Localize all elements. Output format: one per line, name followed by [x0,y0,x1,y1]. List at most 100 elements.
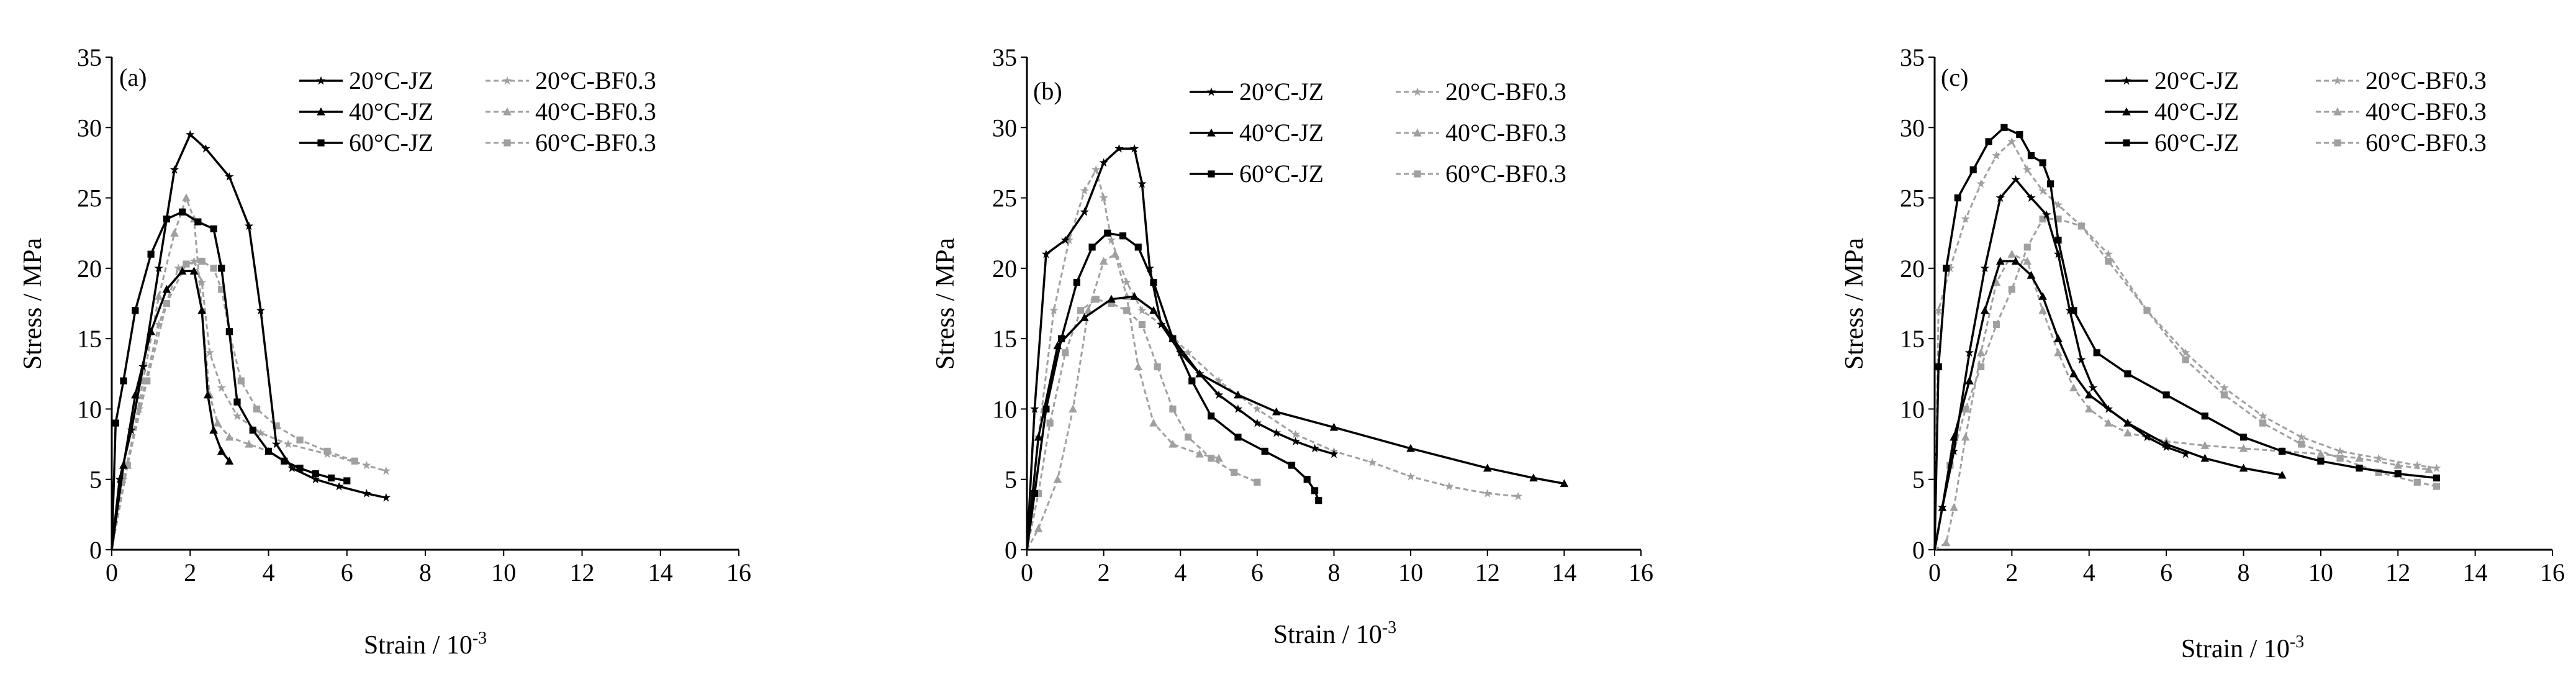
data-point [351,457,358,465]
data-point [143,377,151,385]
data-point [233,398,241,406]
series-layer [111,130,391,550]
x-axis-label-main: Strain / 10 [2181,635,2290,663]
y-tick-label: 35 [1900,43,1925,71]
series-layer [1026,144,1569,550]
data-point [1981,306,1989,314]
series-40°C-JZ [1026,291,1569,550]
data-point [1046,419,1054,427]
series-20°C-JZ [111,130,391,550]
data-point [1031,489,1038,497]
data-point [2220,391,2228,399]
data-point [2054,348,2063,357]
y-tick-label: 30 [992,114,1017,142]
x-tick-label: 4 [1174,558,1186,586]
data-point [198,257,206,265]
data-point [1943,265,1950,272]
x-axis-label: Strain / 10-3 [1273,618,1396,649]
x-tick-label: 6 [1251,558,1263,586]
data-point [2433,474,2441,482]
legend-entry: 60°C-JZ [299,129,433,157]
x-axis-label: Strain / 10-3 [364,629,487,660]
data-point [217,383,226,392]
data-point [2027,152,2035,160]
series-line [1933,126,2437,550]
legend-entry: 60°C-BF0.3 [2316,129,2487,157]
data-point [296,464,304,472]
x-tick-label: 14 [648,558,673,586]
y-tick-label: 5 [1912,466,1925,494]
x-tick-label: 8 [1328,558,1340,586]
legend-label: 40°C-JZ [2154,98,2239,125]
data-point [1254,478,1261,486]
series-20°C-JZ [1026,144,1339,550]
y-tick-label: 20 [992,255,1017,283]
legend-label: 40°C-BF0.3 [535,98,656,125]
series-line [1026,295,1565,550]
data-point [1149,418,1158,427]
legend-entry: 20°C-BF0.3 [486,66,656,94]
data-point [1088,244,1096,251]
x-tick-label: 2 [2005,558,2018,586]
x-tick-label: 16 [2540,558,2565,586]
data-point [1288,462,1296,469]
legend-entry: 20°C-BF0.3 [1396,78,1566,106]
data-point [2069,383,2078,392]
data-point [232,411,242,421]
legend-marker [1414,170,1421,178]
legend-marker [2334,139,2341,147]
data-point [2000,124,2008,131]
data-point [1111,250,1119,258]
legend-label: 60°C-JZ [1239,160,1324,188]
axis-ticks: 0 2 4 6 8 10 12 14 16 0 5 10 15 20 25 30 35 [77,43,751,586]
x-tick-label: 12 [570,558,595,586]
data-point [1053,475,1062,483]
panel-label: (b) [1033,77,1062,105]
legend-label: 20°C-BF0.3 [1445,78,1566,106]
x-axis-label-sup: -3 [2290,632,2304,652]
x-axis-label-main: Strain / 10 [1273,621,1382,649]
data-point [1992,321,2000,329]
y-tick-label: 0 [89,536,102,564]
data-point [163,299,170,307]
data-point [2239,434,2248,441]
y-tick-label: 35 [992,43,1017,71]
data-point [225,328,233,335]
legend-label: 20°C-BF0.3 [535,66,656,94]
y-tick-label: 10 [992,395,1017,423]
data-point [1106,235,1116,244]
data-point [1954,194,1961,202]
data-point [1073,278,1080,286]
data-point [281,457,288,465]
data-point [1119,232,1127,240]
legend-label: 20°C-JZ [2154,66,2239,94]
panel-a: 0 2 4 6 8 10 12 14 16 0 5 10 15 20 25 30 35 (a) Stress /… [19,43,751,660]
x-tick-label: 16 [726,558,751,586]
data-point [1977,363,1985,371]
data-point [2104,418,2113,427]
y-axis-label: Stress / MPa [19,237,47,370]
data-point [2069,369,2078,378]
data-point [264,447,273,455]
x-tick-label: 10 [1398,558,1423,586]
data-point [2258,411,2267,421]
legend-label: 40°C-JZ [349,98,433,125]
legend-label: 20°C-JZ [1239,78,1324,106]
data-point [1406,471,1416,481]
x-tick-label: 8 [2238,558,2250,586]
x-tick-label: 12 [1475,558,1500,586]
data-point [2297,432,2306,442]
data-point [1950,503,1958,511]
data-point [210,225,217,233]
data-point [1261,447,1268,455]
legend-entry: 20°C-BF0.3 [2316,66,2487,94]
data-point [1315,497,1322,504]
x-tick-label: 4 [263,558,275,586]
legend-label: 20°C-JZ [349,66,433,94]
data-point [1234,434,1242,441]
data-point [1092,296,1100,303]
y-tick-label: 30 [1900,114,1925,142]
data-point [1150,278,1157,286]
data-point [112,419,119,427]
panel-label: (c) [1941,63,1968,91]
